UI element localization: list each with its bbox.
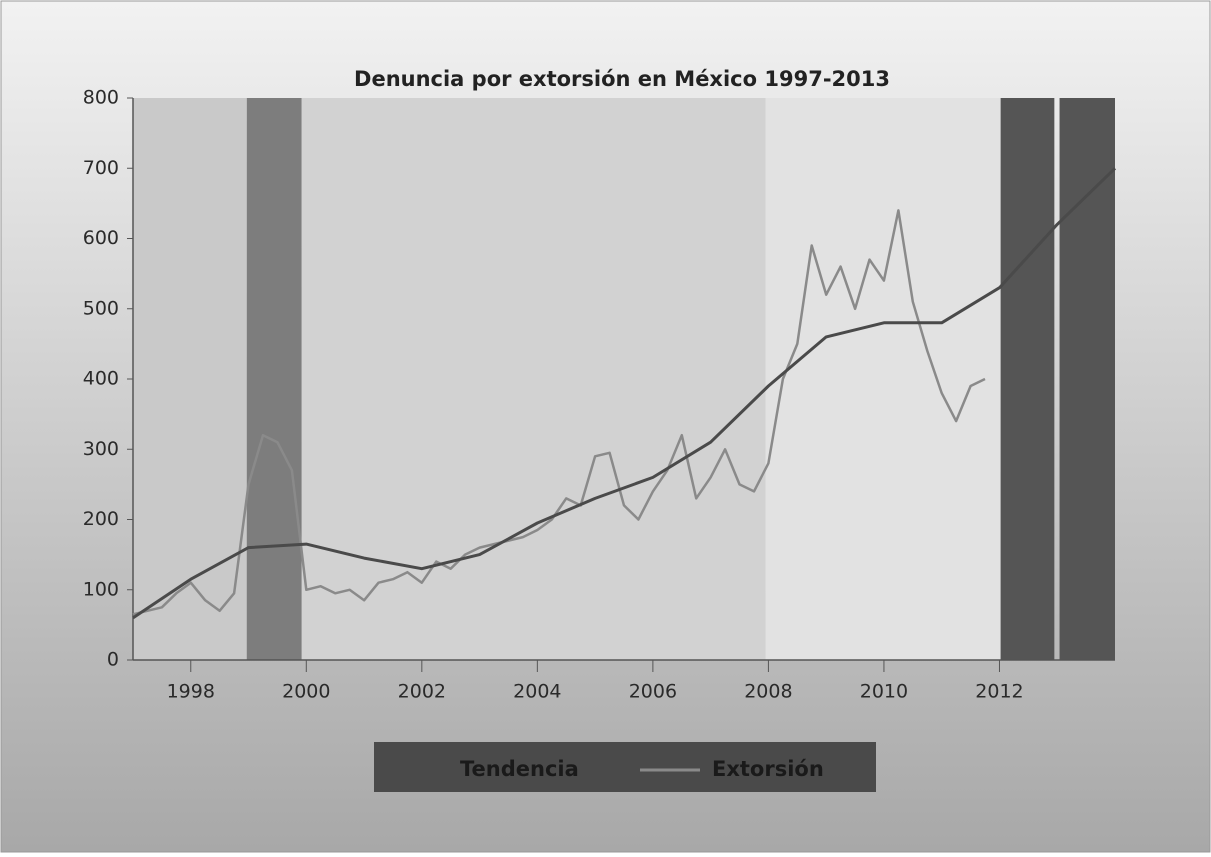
x-tick-label: 2000 [282,681,330,703]
x-tick-label: 2010 [860,681,908,703]
y-tick-label: 200 [83,508,119,530]
y-tick-label: 700 [83,157,119,179]
y-tick-label: 500 [83,297,119,319]
shaded-period [301,98,766,660]
x-tick-label: 2006 [629,681,677,703]
line-0 [132,167,1117,620]
x-tick-label: 2002 [398,681,446,703]
shaded-period [133,98,247,660]
shaded-period [1000,98,1055,660]
y-tick-label: 300 [83,438,119,460]
x-tick-label: 2012 [975,681,1023,703]
chart-title: Denuncia por extorsión en México 1997-20… [354,67,890,91]
legend-label: Tendencia [460,757,579,781]
x-tick-label: 2008 [744,681,792,703]
shaded-period [1059,98,1115,660]
line-1 [132,209,986,616]
shaded-period [246,98,302,660]
y-tick-label: 0 [107,649,119,671]
shaded-period [765,98,1001,660]
x-tick-label: 2004 [513,681,561,703]
y-tick-label: 400 [83,368,119,390]
legend-label: Extorsión [712,757,824,781]
legend-box [374,742,876,792]
x-tick-label: 1998 [167,681,215,703]
y-tick-label: 600 [83,227,119,249]
y-tick-label: 800 [83,87,119,109]
y-tick-label: 100 [83,578,119,600]
